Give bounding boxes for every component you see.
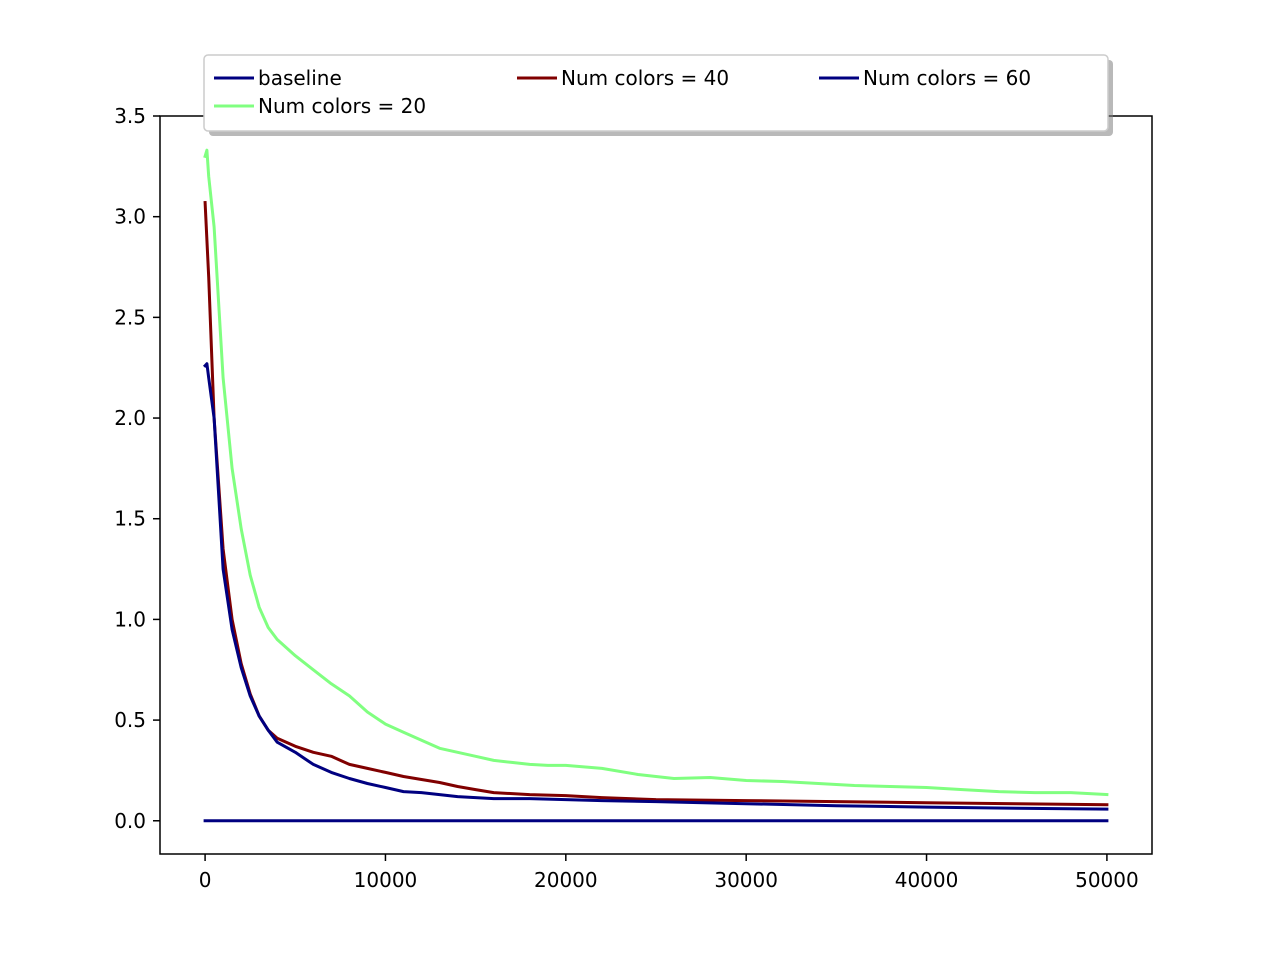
y-tick-label: 0.0: [114, 809, 146, 833]
legend-label-num-colors-60: Num colors = 60: [863, 66, 1031, 90]
series-line-num-colors-60: [202, 362, 1109, 811]
x-tick-label: 50000: [1075, 868, 1139, 892]
y-tick-label: 0.5: [114, 708, 146, 732]
legend-label-baseline: baseline: [258, 66, 342, 90]
y-tick-label: 2.5: [114, 305, 146, 329]
y-tick-label: 3.5: [114, 104, 146, 128]
y-tick-label: 1.0: [114, 607, 146, 631]
y-tick-label: 2.0: [114, 406, 146, 430]
x-tick-label: 10000: [354, 868, 418, 892]
x-tick-label: 0: [199, 868, 212, 892]
series-line-num-colors-20: [203, 148, 1109, 797]
legend-box: [203, 54, 1109, 132]
legend-label-num-colors-20: Num colors = 20: [258, 94, 426, 118]
legend-label-num-colors-40: Num colors = 40: [561, 66, 729, 90]
y-tick-label: 1.5: [114, 507, 146, 531]
x-tick-label: 20000: [534, 868, 598, 892]
y-tick-label: 3.0: [114, 205, 146, 229]
legend: baseline Num colors = 40 Num colors = 60 Nu…: [203, 54, 1113, 136]
plot-lines: [202, 148, 1109, 823]
x-axis: 0 10000 20000 30000 40000 50000: [199, 854, 1139, 892]
x-tick-label: 40000: [895, 868, 959, 892]
x-tick-label: 30000: [714, 868, 778, 892]
y-axis: 0.0 0.5 1.0 1.5 2.0 2.5 3.0 3.5: [114, 104, 160, 833]
